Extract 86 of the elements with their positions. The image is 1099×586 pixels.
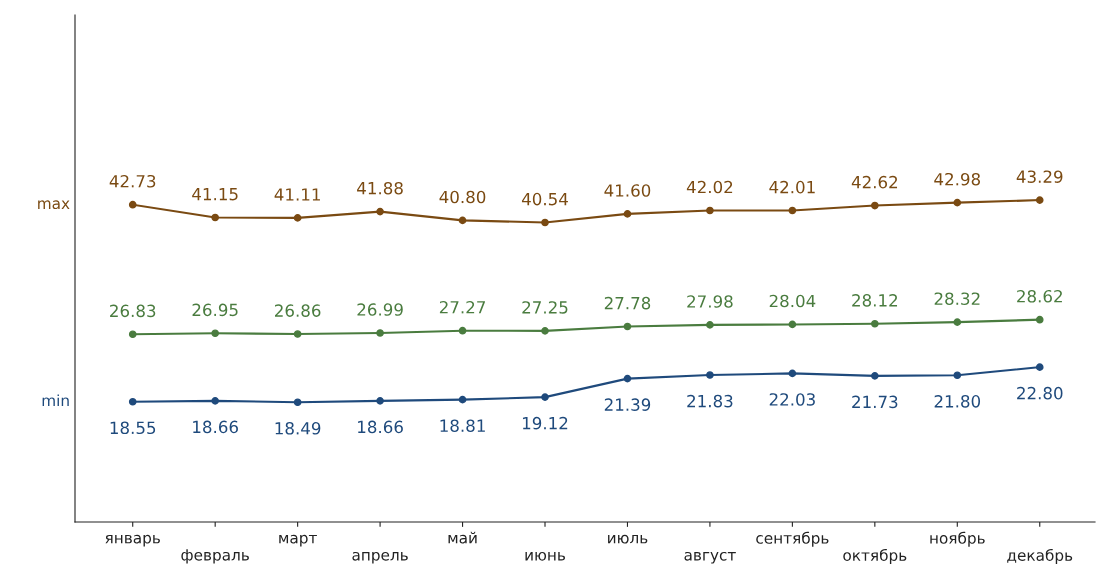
data-label: 26.95 <box>192 303 238 317</box>
data-label: 21.80 <box>934 395 981 408</box>
x-tick-label: декабрь <box>1007 548 1073 564</box>
point <box>376 397 384 405</box>
data-label: 42.01 <box>769 180 815 194</box>
data-label: 27.98 <box>687 295 733 308</box>
point <box>788 320 797 329</box>
data-label: 22.80 <box>1017 386 1063 400</box>
data-label: 41.11 <box>274 188 320 201</box>
x-tick-label: ноябрь <box>930 531 985 547</box>
data-label: 41.15 <box>192 188 238 201</box>
point <box>376 207 384 216</box>
data-label: 28.12 <box>852 294 898 307</box>
point <box>871 201 879 210</box>
x-tick-label: апрель <box>352 551 408 564</box>
point <box>211 329 219 338</box>
data-label: 18.66 <box>193 420 238 434</box>
point <box>623 374 632 383</box>
data-label: 26.86 <box>275 304 321 317</box>
point <box>541 393 549 401</box>
data-label: 42.02 <box>686 180 733 194</box>
data-label: 43.29 <box>1016 170 1063 183</box>
x-tick-label: август <box>684 551 736 564</box>
point <box>871 372 879 380</box>
x-tick-label: январь <box>105 534 160 547</box>
data-label: 28.32 <box>934 292 980 306</box>
data-label: 42.73 <box>109 174 156 188</box>
data-label: 27.78 <box>604 296 651 310</box>
data-label: 18.49 <box>275 422 321 435</box>
data-label: 42.98 <box>934 172 981 186</box>
data-label: 41.88 <box>357 181 403 195</box>
point <box>706 371 714 379</box>
point <box>458 216 467 225</box>
point <box>623 322 632 331</box>
point <box>293 214 302 222</box>
point <box>788 369 797 378</box>
point <box>953 198 962 207</box>
point <box>211 213 219 222</box>
text: max <box>38 200 70 210</box>
data-label: 21.73 <box>852 395 898 409</box>
data-label: 21.39 <box>604 398 651 411</box>
data-label: 18.81 <box>440 419 485 432</box>
data-label: 26.99 <box>357 303 403 316</box>
data-label: 26.83 <box>110 304 156 318</box>
data-label: 28.04 <box>769 294 816 308</box>
x-tick-label: март <box>279 534 317 547</box>
x-tick-label: июнь <box>525 551 565 561</box>
data-label: 42.62 <box>851 175 898 189</box>
x-tick-label: февраль <box>181 549 249 564</box>
text: min <box>42 394 69 406</box>
point <box>1035 315 1044 324</box>
data-label: 18.66 <box>358 420 403 434</box>
point <box>128 200 137 209</box>
x-tick-label: май <box>448 531 477 544</box>
data-label: 21.83 <box>687 394 733 408</box>
data-label: 27.25 <box>522 301 568 314</box>
point <box>706 206 714 215</box>
data-label: 40.54 <box>521 192 568 206</box>
data-label: 19.12 <box>522 416 568 430</box>
data-label: 27.27 <box>439 300 485 314</box>
x-tick-label: октябрь <box>843 548 907 564</box>
data-label: 22.03 <box>769 393 815 406</box>
x-tick-label: сентябрь <box>756 531 829 547</box>
point <box>128 330 137 339</box>
data-label: 28.62 <box>1017 289 1062 303</box>
point <box>953 318 962 326</box>
point <box>706 321 714 329</box>
point <box>211 397 219 405</box>
point <box>293 330 302 338</box>
data-label: 41.60 <box>604 184 651 197</box>
point <box>376 329 384 337</box>
point <box>953 371 962 380</box>
data-label: 18.55 <box>110 421 156 435</box>
point <box>128 397 137 406</box>
point <box>871 319 879 328</box>
point <box>458 326 467 335</box>
point <box>293 398 302 407</box>
point <box>623 210 632 218</box>
point <box>1035 363 1044 371</box>
data-label: 40.80 <box>439 190 486 204</box>
point <box>788 206 797 215</box>
point <box>541 327 549 335</box>
point <box>541 218 549 227</box>
x-tick-label: июль <box>608 534 648 544</box>
point <box>1035 196 1044 204</box>
point <box>458 395 467 404</box>
